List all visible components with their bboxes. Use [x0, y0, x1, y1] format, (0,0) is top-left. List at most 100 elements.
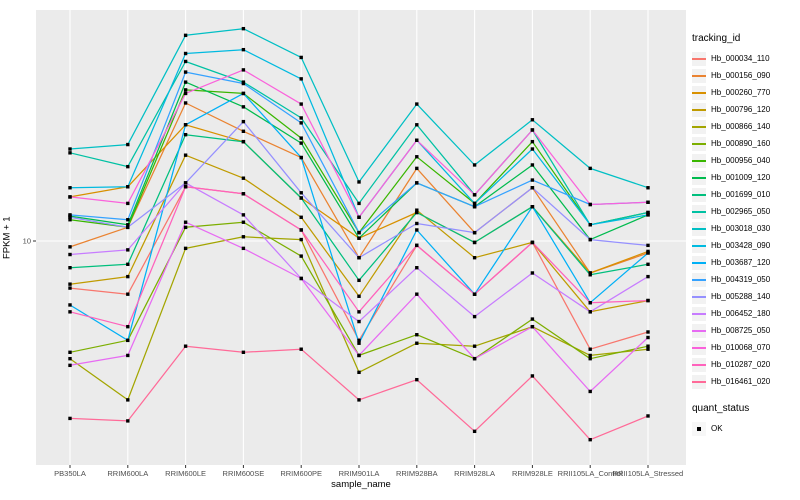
data-point [126, 223, 130, 227]
legend-item-Hb_003687_120: Hb_003687_120 [692, 254, 798, 271]
data-point [68, 266, 72, 270]
legend-key-swatch [692, 204, 706, 219]
data-point [415, 102, 419, 106]
legend-line-icon [692, 363, 706, 366]
data-point [183, 51, 188, 56]
data-point [68, 310, 72, 314]
data-point [126, 248, 130, 252]
legend-title-quant-status: quant_status [692, 403, 750, 414]
data-point [126, 292, 130, 296]
legend-item-Hb_001699_010: Hb_001699_010 [692, 186, 798, 203]
data-point [530, 324, 535, 329]
data-point [241, 220, 246, 224]
data-point [126, 201, 130, 206]
legend-line-icon [692, 380, 706, 383]
data-point [241, 139, 246, 144]
data-point [241, 105, 246, 109]
data-point [415, 377, 419, 382]
data-point [588, 271, 592, 275]
legend-item-Hb_003428_090: Hb_003428_090 [692, 237, 798, 254]
data-point [588, 166, 592, 171]
data-point [415, 166, 419, 171]
legend-item-label: Hb_016461_020 [711, 377, 771, 386]
legend-item-Hb_001009_120: Hb_001009_120 [692, 169, 798, 186]
legend-item-label: Hb_000260_770 [711, 88, 771, 97]
data-point [68, 213, 72, 217]
data-point [299, 155, 303, 160]
data-point [241, 176, 246, 180]
data-point [472, 356, 477, 361]
data-point [299, 77, 303, 81]
legend-item-label: Hb_008725_050 [711, 326, 771, 335]
data-point [588, 223, 592, 227]
data-point [68, 186, 72, 190]
legend-key-swatch [692, 272, 706, 287]
legend-line-icon [692, 142, 706, 145]
legend-line-icon [692, 312, 706, 315]
legend-key-swatch [692, 289, 706, 304]
x-tick-label: RRIM600SE [223, 469, 265, 478]
legend-line-icon [692, 278, 706, 281]
legend-item-label: OK [711, 424, 723, 433]
legend-line-icon [692, 244, 706, 247]
legend-key-swatch [692, 306, 706, 321]
x-tick-label: RRIM600PE [280, 469, 322, 478]
x-tick-label: RRIM600LE [165, 469, 206, 478]
legend-item-Hb_000034_110: Hb_000034_110 [692, 50, 798, 67]
data-point [241, 192, 246, 196]
data-point [126, 338, 130, 343]
data-point [299, 215, 303, 219]
data-point [530, 139, 535, 144]
data-point [299, 237, 303, 242]
data-point [472, 205, 477, 209]
x-tick-label: RRIM600LA [107, 469, 148, 478]
data-point [126, 324, 130, 329]
data-point [472, 201, 477, 206]
legend-key-swatch [692, 85, 706, 100]
legend-item-Hb_003018_030: Hb_003018_030 [692, 220, 798, 237]
legend-item-label: Hb_002965_050 [711, 207, 771, 216]
data-point [68, 195, 72, 199]
legend-item-label: Hb_000796_120 [711, 105, 771, 114]
data-point [530, 317, 535, 321]
data-point [646, 335, 650, 340]
data-point [183, 88, 188, 92]
legend-item-label: Hb_000956_040 [711, 156, 771, 165]
legend-line-icon [692, 346, 706, 349]
data-point [357, 310, 361, 314]
data-point [357, 236, 361, 240]
x-tick-label: RRIM928LA [454, 469, 495, 478]
data-point [415, 155, 419, 159]
data-point [126, 185, 130, 189]
data-point [472, 193, 477, 197]
data-point [126, 274, 130, 279]
data-point [126, 262, 130, 266]
legend-key-swatch [692, 255, 706, 270]
data-point [68, 363, 72, 368]
data-point [241, 129, 246, 133]
legend-item-quant-ok: OK [692, 420, 798, 437]
data-point [241, 26, 246, 31]
data-point [357, 201, 361, 206]
data-point [68, 218, 72, 222]
legend-item-Hb_008725_050: Hb_008725_050 [692, 322, 798, 339]
data-point [646, 274, 650, 279]
legend-items: Hb_000034_110 Hb_000156_090 Hb_000260_770 H… [692, 50, 798, 390]
data-point [472, 230, 477, 235]
x-tick-label: RRII105LA_Control [558, 469, 623, 478]
legend-item-label: Hb_000890_160 [711, 139, 771, 148]
legend-item-label: Hb_000156_090 [711, 71, 771, 80]
data-point [357, 215, 361, 219]
data-point [357, 398, 361, 402]
data-point [299, 141, 303, 145]
data-point [68, 356, 72, 361]
data-point [68, 303, 72, 307]
data-point [357, 230, 361, 235]
data-point [530, 205, 535, 209]
legend-line-icon [692, 108, 706, 111]
data-point [68, 416, 72, 421]
legend-item-Hb_016461_020: Hb_016461_020 [692, 373, 798, 390]
legend-item-Hb_000890_160: Hb_000890_160 [692, 135, 798, 152]
data-point [126, 398, 130, 402]
